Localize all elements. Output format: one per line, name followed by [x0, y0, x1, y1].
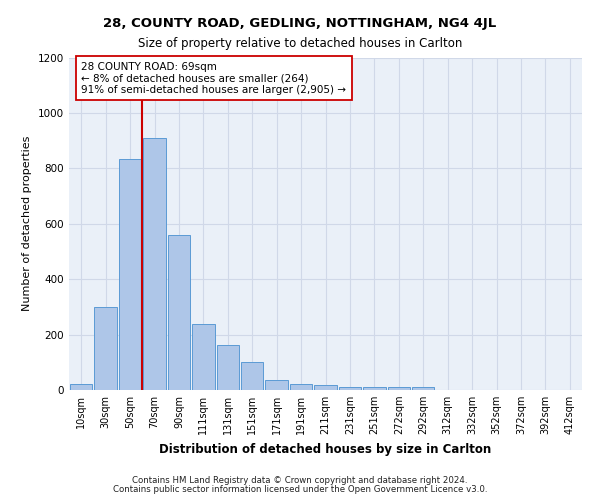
Text: 28 COUNTY ROAD: 69sqm
← 8% of detached houses are smaller (264)
91% of semi-deta: 28 COUNTY ROAD: 69sqm ← 8% of detached h… [82, 62, 346, 95]
Bar [338, 387, 361, 390]
X-axis label: Distribution of detached houses by size in Carlton: Distribution of detached houses by size … [160, 442, 491, 456]
Bar [314, 385, 337, 390]
Text: Contains HM Land Registry data © Crown copyright and database right 2024.: Contains HM Land Registry data © Crown c… [132, 476, 468, 485]
Bar [388, 387, 410, 390]
Bar [70, 384, 92, 390]
Y-axis label: Number of detached properties: Number of detached properties [22, 136, 32, 312]
Bar [192, 324, 215, 390]
Bar [94, 307, 117, 390]
Text: 28, COUNTY ROAD, GEDLING, NOTTINGHAM, NG4 4JL: 28, COUNTY ROAD, GEDLING, NOTTINGHAM, NG… [103, 18, 497, 30]
Text: Size of property relative to detached houses in Carlton: Size of property relative to detached ho… [138, 38, 462, 51]
Text: Contains public sector information licensed under the Open Government Licence v3: Contains public sector information licen… [113, 485, 487, 494]
Bar [119, 158, 142, 390]
Bar [241, 362, 263, 390]
Bar [217, 345, 239, 390]
Bar [412, 387, 434, 390]
Bar [363, 387, 386, 390]
Bar [167, 235, 190, 390]
Bar [143, 138, 166, 390]
Bar [290, 384, 313, 390]
Bar [265, 380, 288, 390]
